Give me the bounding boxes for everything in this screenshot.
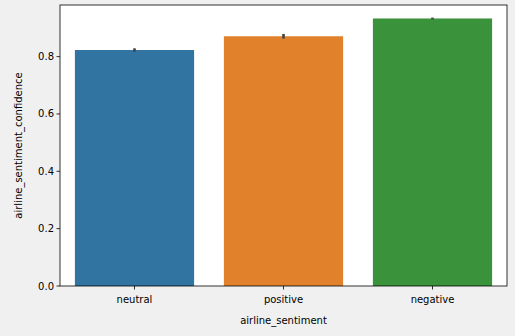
error-bar	[431, 18, 434, 20]
x-tick-label: positive	[264, 294, 303, 305]
y-tick	[57, 228, 61, 229]
y-tick	[57, 171, 61, 172]
y-tick-label: 0.4	[38, 166, 54, 177]
y-tick	[57, 56, 61, 57]
x-tick-label: negative	[411, 294, 455, 305]
error-bar	[133, 48, 136, 51]
error-bar	[282, 34, 285, 39]
y-tick-label: 0.6	[38, 108, 54, 119]
y-tick	[57, 113, 61, 114]
x-tick	[134, 286, 135, 290]
chart: 0.0 0.2 0.4 0.6 0.8 neutral positive negative ai…	[0, 0, 515, 336]
frame	[60, 5, 507, 286]
y-tick-label: 0.8	[38, 51, 54, 62]
x-tick	[432, 286, 433, 290]
bar	[75, 50, 194, 286]
marks	[75, 18, 492, 286]
bar	[373, 18, 492, 286]
y-tick	[57, 286, 61, 287]
y-tick-label: 0.2	[38, 223, 54, 234]
plot-area	[60, 5, 507, 286]
y-tick-label: 0.0	[38, 281, 54, 292]
x-tick-label: neutral	[117, 294, 153, 305]
y-axis-label: airline_sentiment_confidence	[13, 72, 25, 218]
x-axis-label: airline_sentiment	[240, 315, 327, 327]
bar	[224, 36, 343, 286]
x-tick	[283, 286, 284, 290]
